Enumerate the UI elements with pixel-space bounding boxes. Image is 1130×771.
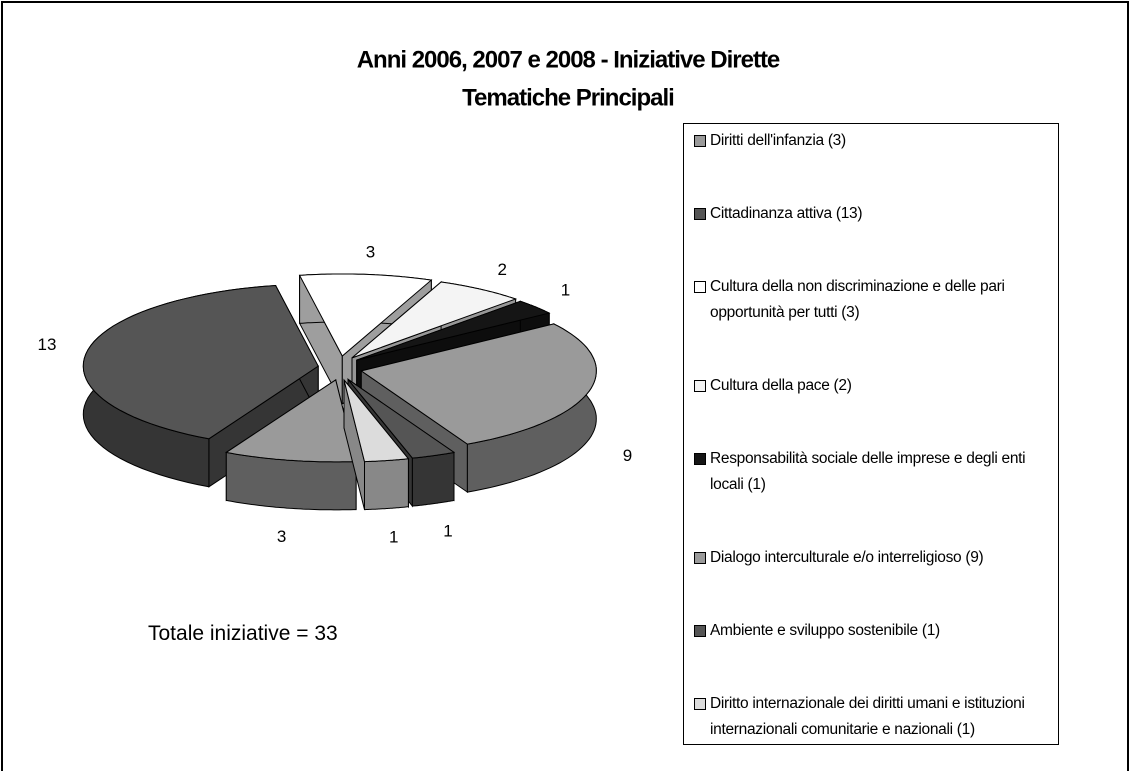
slice [343, 379, 410, 463]
legend-label: Diritto internazionale dei diritti umani… [710, 695, 1025, 738]
annotation: Totale iniziative = 33 [148, 622, 338, 645]
slice [347, 378, 456, 459]
legend-item: Cultura della non discriminazione e dell… [694, 274, 1050, 326]
legend-item: Cittadinanza attiva (13) [694, 201, 1050, 227]
slice [351, 281, 518, 359]
legend-label: Responsabilità sociale delle imprese e d… [710, 450, 1026, 493]
legend-swatch [694, 380, 706, 392]
data-label: 3 [366, 242, 375, 261]
legend-swatch [694, 625, 706, 637]
chart-title: Tematiche Principali [462, 84, 674, 111]
legend-item: Responsabilità sociale delle imprese e d… [694, 446, 1050, 498]
slice [225, 379, 357, 463]
legend-label: Ambiente e sviluppo sostenibile (1) [710, 622, 940, 639]
data-label: 1 [443, 522, 452, 541]
data-label: 2 [497, 260, 506, 279]
slice [298, 273, 433, 357]
data-label: 13 [38, 335, 57, 354]
legend-label: Dialogo interculturale e/o interreligios… [710, 549, 984, 566]
slice [82, 284, 319, 440]
legend-item: Diritti dell'infanzia (3) [694, 128, 1050, 154]
legend-swatch [694, 135, 706, 147]
legend-swatch [694, 698, 706, 710]
slice [356, 300, 551, 361]
legend-item: Ambiente e sviluppo sostenibile (1) [694, 618, 1050, 644]
legend-label: Cultura della non discriminazione e dell… [710, 278, 1005, 321]
legend-swatch [694, 453, 706, 465]
chart-title: Anni 2006, 2007 e 2008 - Iniziative Dire… [357, 46, 780, 73]
legend-label: Cultura della pace (2) [710, 377, 852, 394]
data-label: 1 [561, 280, 570, 299]
data-label: 3 [277, 527, 286, 546]
legend-label: Diritti dell'infanzia (3) [710, 132, 846, 149]
slice-side [364, 458, 409, 511]
legend: Diritti dell'infanzia (3) Cittadinanza at… [683, 123, 1059, 745]
slice-side [411, 451, 455, 507]
legend-item: Diritto internazionale dei diritti umani… [694, 691, 1050, 743]
data-label: 9 [623, 446, 632, 465]
legend-label: Cittadinanza attiva (13) [710, 205, 863, 222]
legend-swatch [694, 281, 706, 293]
legend-swatch [694, 208, 706, 220]
slice [360, 323, 597, 445]
legend-item: Cultura della pace (2) [694, 373, 1050, 399]
data-label: 1 [389, 527, 398, 546]
legend-item: Dialogo interculturale e/o interreligios… [694, 545, 1050, 571]
legend-swatch [694, 552, 706, 564]
